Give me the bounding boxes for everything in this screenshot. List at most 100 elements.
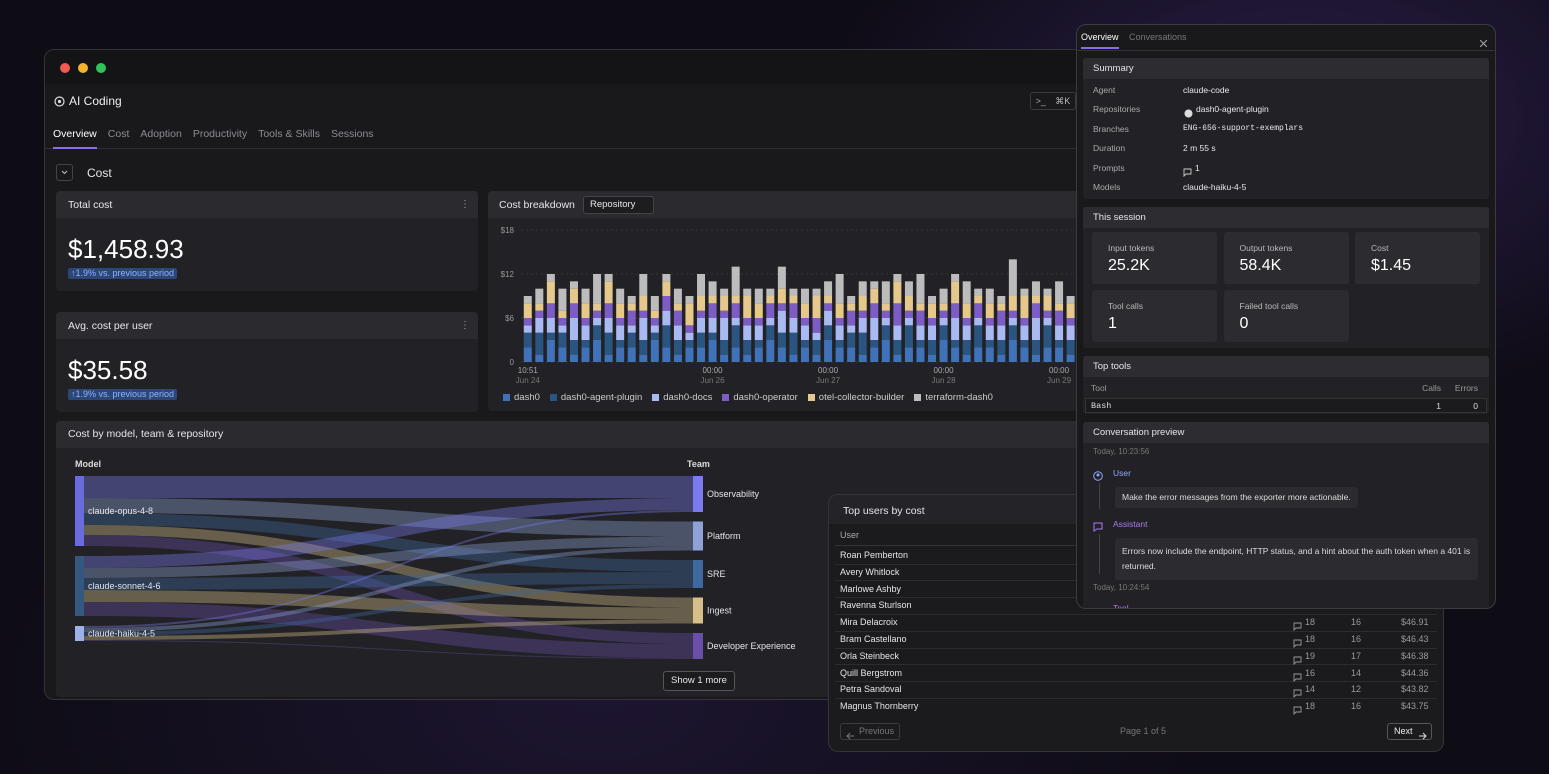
team-node xyxy=(693,560,703,588)
bar-segment xyxy=(777,332,786,348)
bar-segment xyxy=(1020,296,1029,318)
command-button[interactable]: >_ ⌘K xyxy=(1030,92,1076,110)
tab[interactable]: Cost xyxy=(107,128,130,140)
team-node xyxy=(693,476,703,512)
bar-segment xyxy=(754,318,763,326)
stat-value: 1 xyxy=(1108,315,1117,332)
kebab-icon[interactable]: ⋮ xyxy=(460,199,470,210)
bar-segment xyxy=(812,332,821,340)
tab[interactable]: Sessions xyxy=(330,128,374,140)
bar-segment xyxy=(847,347,856,362)
bar-segment xyxy=(697,318,706,333)
tab[interactable]: Tools & Skills xyxy=(258,128,320,140)
bar-segment xyxy=(847,325,856,333)
bar-segment xyxy=(546,318,555,333)
bar-segment xyxy=(627,332,636,348)
user-name: Ravenna Sturlson xyxy=(840,600,912,611)
bar-segment xyxy=(1031,318,1040,340)
x-tick-sublabel: Jun 29 xyxy=(1047,376,1072,385)
legend-item[interactable]: dash0 xyxy=(503,392,540,403)
bar-segment xyxy=(789,296,798,304)
panel-tab[interactable]: Overview xyxy=(1081,33,1119,49)
bar-segment xyxy=(523,325,532,333)
bar-segment xyxy=(1055,303,1064,311)
bar-segment xyxy=(928,303,937,318)
stat-box xyxy=(1355,232,1480,284)
bar-segment xyxy=(997,303,1006,311)
bar-segment xyxy=(662,347,671,362)
stat-label: Failed tool calls xyxy=(1239,301,1299,311)
legend-item[interactable]: terraform-dash0 xyxy=(914,392,993,403)
group-by-dropdown[interactable]: Repository xyxy=(583,196,655,214)
bar-segment xyxy=(881,303,890,311)
collapse-button[interactable] xyxy=(56,164,73,181)
legend-swatch xyxy=(503,394,510,401)
bar-segment xyxy=(523,332,532,348)
close-button[interactable] xyxy=(1479,34,1488,52)
bar-segment xyxy=(685,332,694,340)
message-time: Today, 10:24:54 xyxy=(1093,583,1150,592)
kpi-value: $35.58 xyxy=(68,355,148,385)
bar-segment xyxy=(731,347,740,362)
tab[interactable]: Adoption xyxy=(140,128,182,140)
bar-segment xyxy=(743,288,752,296)
bar-segment xyxy=(812,318,821,333)
row-divider xyxy=(835,681,1437,683)
bar-segment xyxy=(893,325,902,340)
legend-item[interactable]: dash0-operator xyxy=(722,392,798,403)
bar-segment xyxy=(789,332,798,355)
user-icon xyxy=(1093,468,1103,486)
prompt-icon xyxy=(1293,669,1302,687)
bar-segment xyxy=(1066,318,1075,326)
bar-segment xyxy=(616,303,625,318)
bar-segment xyxy=(904,347,913,362)
bar-segment xyxy=(616,347,625,362)
bar-segment xyxy=(708,296,717,304)
previous-button[interactable]: Previous xyxy=(840,723,901,740)
bar-segment xyxy=(616,340,625,348)
bar-segment xyxy=(673,310,682,326)
bar-segment xyxy=(546,274,555,282)
bar-segment xyxy=(673,325,682,340)
thread-line xyxy=(1099,534,1100,574)
bar-segment xyxy=(616,318,625,326)
tab[interactable]: Overview xyxy=(53,128,97,149)
bar-segment xyxy=(1008,340,1017,362)
bar-segment xyxy=(1066,340,1075,355)
bar-segment xyxy=(962,354,971,362)
minimize-dot[interactable] xyxy=(78,63,88,73)
kpi-change: ↑1.9% vs. previous period xyxy=(68,268,178,279)
next-button[interactable]: Next xyxy=(1387,723,1432,740)
close-dot[interactable] xyxy=(60,63,70,73)
legend-item[interactable]: dash0-docs xyxy=(652,392,712,403)
bar-segment xyxy=(662,310,671,326)
zoom-dot[interactable] xyxy=(96,63,106,73)
user-name: Marlowe Ashby xyxy=(840,583,902,594)
legend-item[interactable]: dash0-agent-plugin xyxy=(549,392,642,403)
bar-segment xyxy=(870,288,879,304)
bar-segment xyxy=(800,288,809,304)
legend-item[interactable]: otel-collector-builder xyxy=(807,392,904,403)
bar-segment xyxy=(708,318,717,333)
bar-segment xyxy=(974,303,983,318)
kebab-icon[interactable]: ⋮ xyxy=(460,320,470,331)
user-cost: $43.75 xyxy=(1401,701,1429,712)
bar-segment xyxy=(743,354,752,362)
bar-segment xyxy=(627,347,636,362)
bar-segment xyxy=(951,318,960,340)
show-more-button[interactable]: Show 1 more xyxy=(663,671,735,691)
user-name: Quill Bergstrom xyxy=(840,667,903,678)
user-cost: $43.82 xyxy=(1401,684,1429,695)
x-tick-label: 00:00 xyxy=(934,366,955,375)
team-label: Ingest xyxy=(707,606,732,616)
bar-segment xyxy=(1055,310,1064,326)
flow xyxy=(84,513,693,572)
session-count: 16 xyxy=(1351,701,1362,712)
bar-segment xyxy=(546,332,555,340)
tab[interactable]: Productivity xyxy=(192,128,248,140)
bar-segment xyxy=(974,296,983,304)
stat-label: Tool calls xyxy=(1108,301,1143,311)
panel-tab[interactable]: Conversations xyxy=(1129,32,1187,42)
prompt-icon xyxy=(1293,635,1302,653)
bar-segment xyxy=(731,296,740,304)
